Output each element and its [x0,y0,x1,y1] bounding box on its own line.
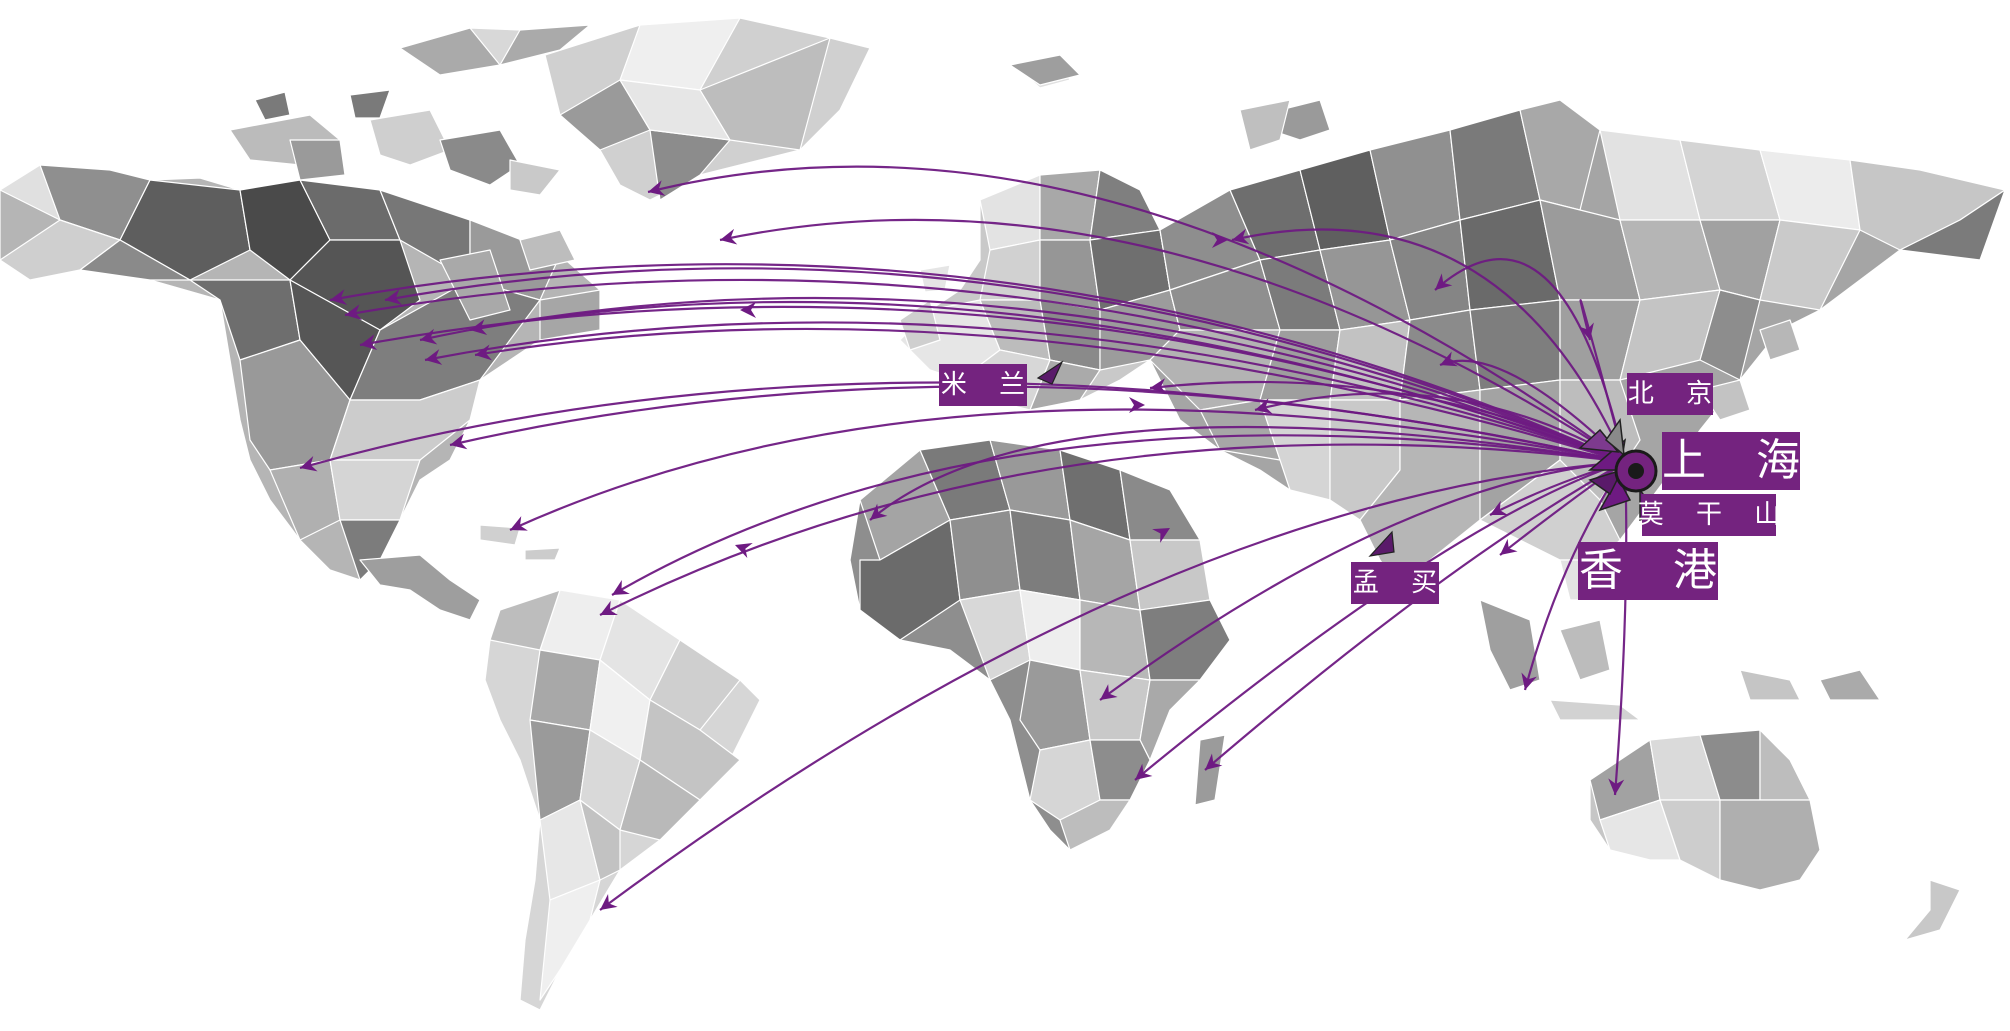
flight-route [344,278,1626,464]
route-arrowhead-icon [1100,684,1118,700]
city-label-beijing: 北 京 [1627,373,1713,415]
north-america [0,164,601,581]
route-arrowhead-icon [385,289,403,306]
route-arrowhead-icon [1440,351,1458,367]
asia [1149,99,2006,721]
city-label-milan: 米 兰 [939,364,1027,406]
route-arrowhead-icon [1500,538,1518,555]
route-arrowhead-icon [360,334,378,351]
route-arrowhead-icon [1212,232,1228,248]
flight-route [719,218,1626,463]
south-america [484,589,761,1011]
route-arrowhead-icon [1435,273,1453,290]
route-arrowhead-icon [420,328,438,345]
mumbai-arrow-icon [1368,530,1395,557]
flight-route [424,321,1626,464]
australia [1589,729,1961,941]
route-arrowhead-icon [300,455,318,472]
route-arrowhead-icon [345,304,363,321]
route-arrowhead-icon [425,349,443,365]
flight-route [474,327,1626,464]
route-arrowhead-icon [1608,778,1625,795]
route-arrowhead-icon [720,228,738,245]
route-arrowhead-icon [1135,763,1153,780]
route-arrowhead-icon [1521,672,1537,690]
route-arrowhead-icon [1490,500,1508,516]
route-arrowhead-icon [1152,528,1170,543]
hub-arrow-icon [1604,417,1625,457]
flight-route [329,263,1626,464]
route-arrowhead-icon [1232,228,1250,245]
milan-arrow-icon [1036,360,1064,385]
flight-route [611,434,1626,596]
route-arrowhead-icon [1205,753,1223,770]
route-arrowhead-icon [1150,378,1167,395]
arrowhead-layer [300,180,1625,910]
flight-route [599,460,1626,911]
route-arrowhead-icon [475,344,493,361]
route-arrowhead-icon [330,289,348,306]
city-label-hongkong: 香 港 [1578,542,1718,600]
africa [849,439,1231,851]
route-arrowhead-icon [600,600,618,616]
flight-route [599,443,1626,616]
route-arrowhead-icon [1129,397,1145,413]
flight-route [1099,460,1626,701]
city-label-mumbai: 孟 买 [1351,562,1439,604]
flight-route [384,267,1626,464]
route-arrowhead-icon [612,580,630,595]
route-arrowhead-icon [1255,398,1273,414]
route-layer [299,165,1628,911]
route-arrowhead-icon [510,516,528,531]
route-arrowhead-icon [470,319,488,336]
flight-route [1149,380,1626,464]
flight-route [1231,228,1627,463]
flight-route [509,408,1626,532]
route-arrowhead-icon [600,894,618,910]
city-label-moganshan: 莫 干 山 [1638,494,1780,536]
route-arrowhead-icon [870,503,888,520]
route-arrowhead-icon [1578,322,1594,340]
flight-route [1254,392,1626,463]
landmass-layer [0,17,2006,1011]
route-arrowhead-icon [450,433,468,450]
hub-marker [1578,417,1660,522]
flight-route [1579,299,1627,463]
route-arrowhead-icon [648,180,666,196]
flight-route [1499,461,1626,556]
greenland [544,17,871,201]
route-arrowhead-icon [735,542,753,558]
target-center-icon [1628,463,1644,479]
hub-arrow-icon [1588,468,1624,496]
route-arrowhead-icon [740,302,756,318]
flight-route [869,425,1626,521]
city-label-shanghai: 上 海 [1662,432,1800,490]
